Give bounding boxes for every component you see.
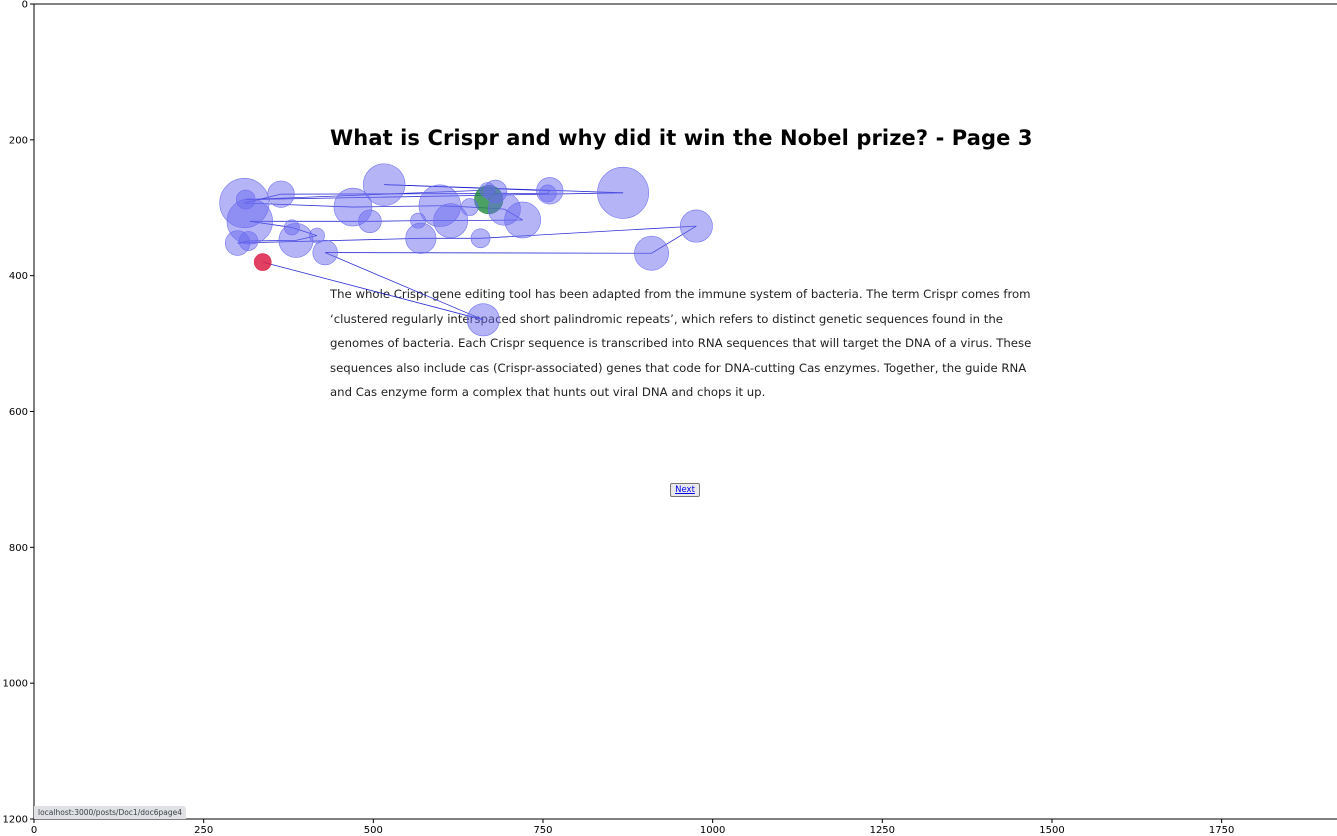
status-bar-url: localhost:3000/posts/Doc1/doc6page4 bbox=[34, 806, 186, 819]
y-tick-label: 0 bbox=[22, 0, 28, 11]
x-tick-label: 1750 bbox=[1209, 825, 1234, 836]
y-tick-label: 1000 bbox=[3, 679, 28, 690]
next-button[interactable]: Next bbox=[670, 483, 700, 497]
page-title: What is Crispr and why did it win the No… bbox=[330, 126, 1033, 150]
y-tick-label: 1200 bbox=[3, 815, 28, 826]
x-tick-label: 1250 bbox=[870, 825, 895, 836]
x-tick-label: 1000 bbox=[700, 825, 725, 836]
x-tick-label: 0 bbox=[31, 825, 37, 836]
x-tick-label: 500 bbox=[364, 825, 383, 836]
y-tick-label: 800 bbox=[9, 543, 28, 554]
y-tick-label: 600 bbox=[9, 407, 28, 418]
article-paragraph: The whole Crispr gene editing tool has b… bbox=[330, 287, 1032, 399]
y-tick-label: 200 bbox=[9, 135, 28, 146]
x-tick-label: 1500 bbox=[1039, 825, 1064, 836]
y-tick-label: 400 bbox=[9, 271, 28, 282]
x-tick-label: 250 bbox=[194, 825, 213, 836]
rendered-web-page: What is Crispr and why did it win the No… bbox=[34, 4, 1337, 819]
x-tick-label: 750 bbox=[533, 825, 552, 836]
